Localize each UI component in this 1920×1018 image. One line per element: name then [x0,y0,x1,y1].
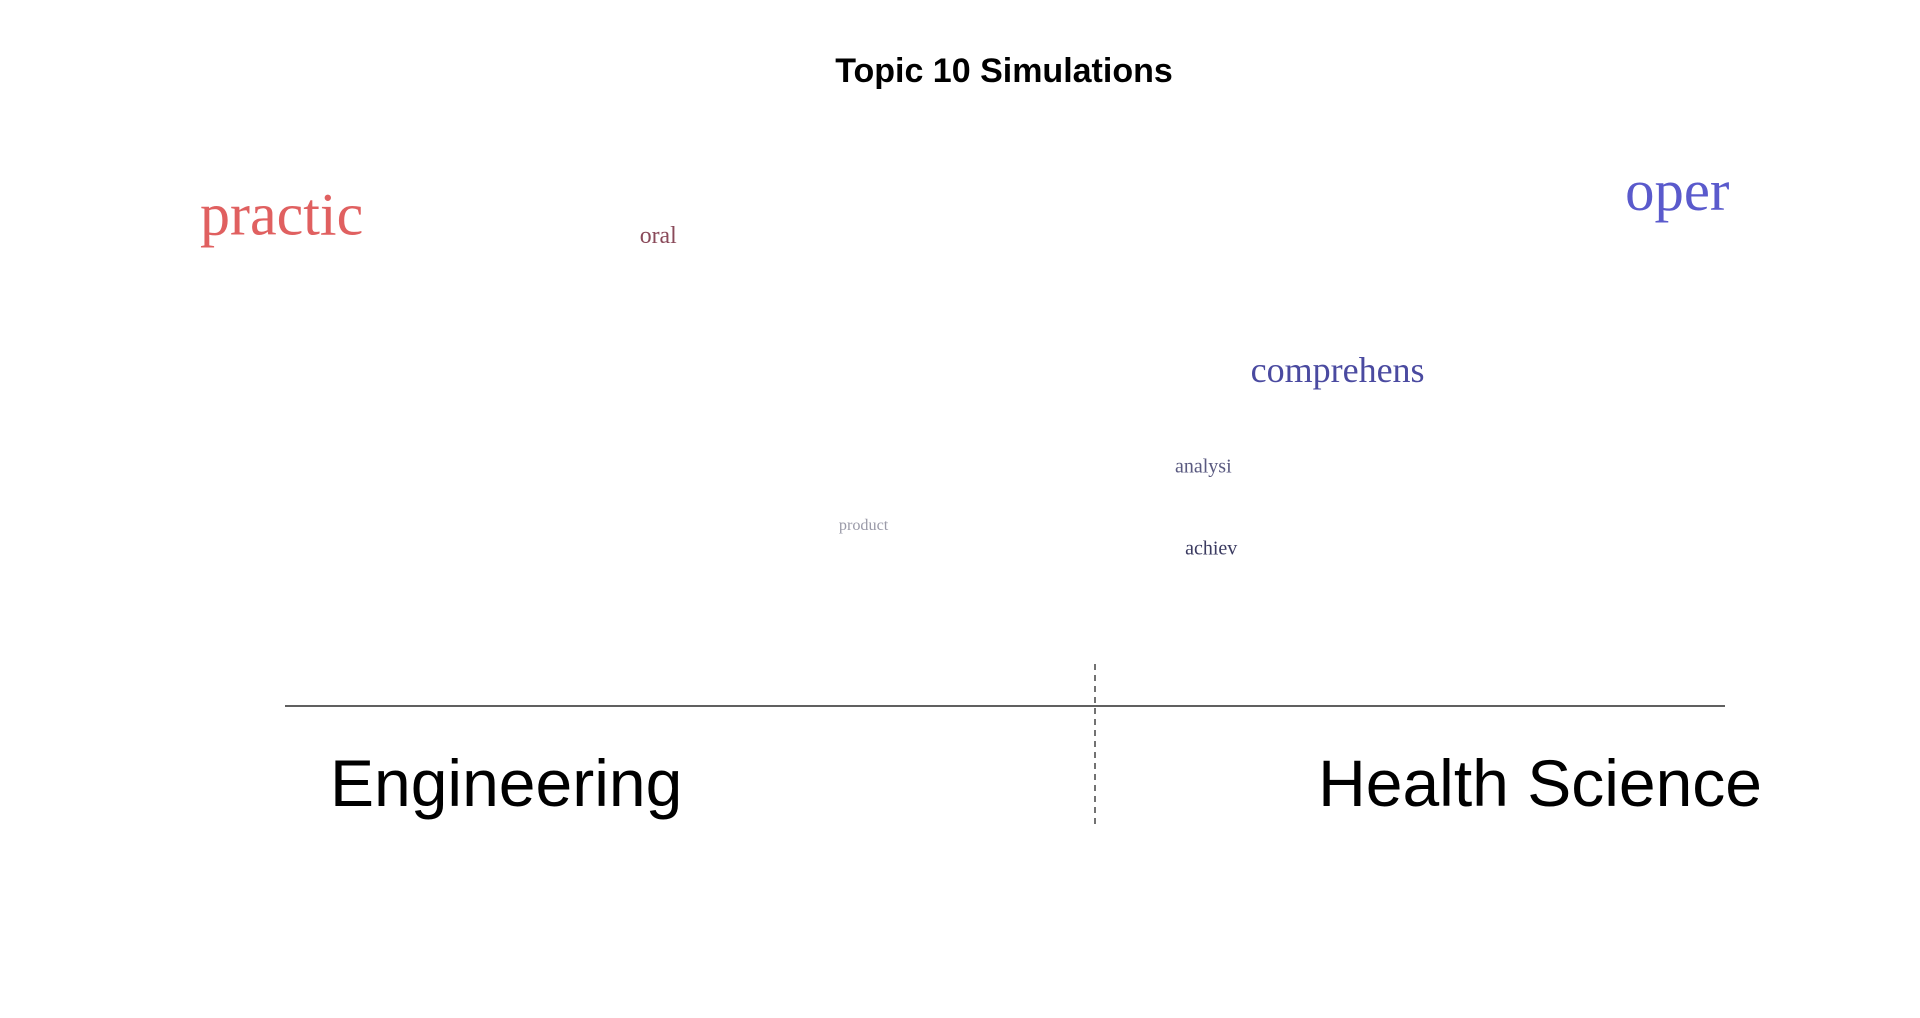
word-practic: practic [200,182,363,248]
group-label-engineering: Engineering [330,746,682,820]
word-product: product [839,516,889,534]
word-analysi: analysi [1175,455,1232,477]
word-oper: oper [1625,158,1730,223]
word-oral: oral [640,223,677,249]
word-achiev: achiev [1185,537,1237,559]
group-label-health-science: Health Science [1318,746,1762,820]
word-comprehens: comprehens [1251,350,1425,390]
word-layer: practic oral oper comprehens analysi product a… [200,158,1730,559]
chart-title: Topic 10 Simulations [835,52,1173,90]
